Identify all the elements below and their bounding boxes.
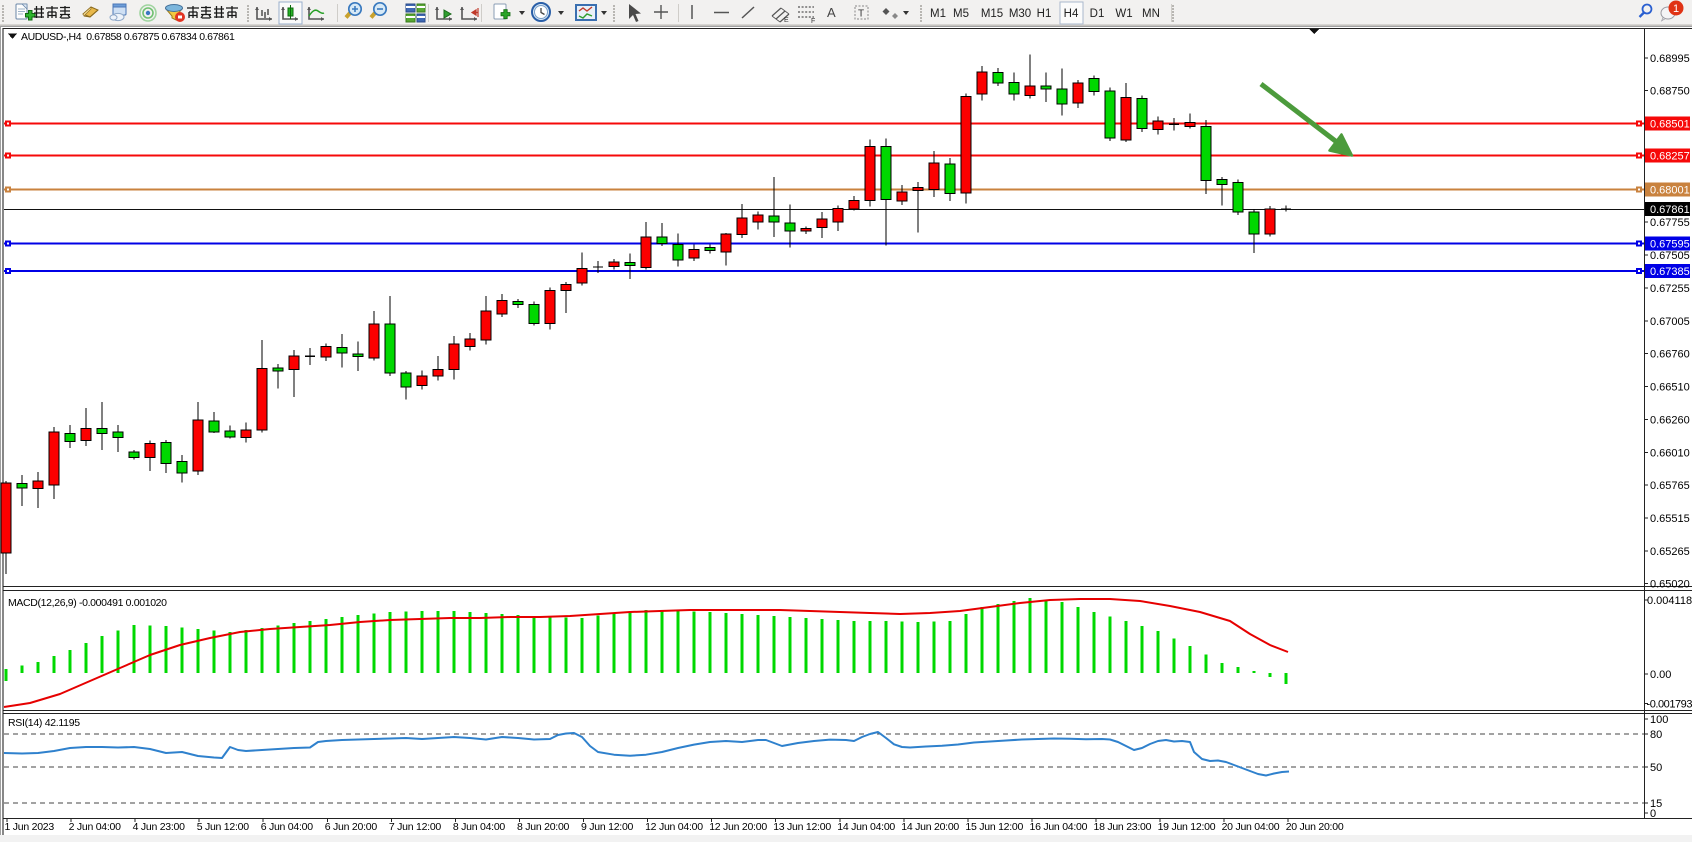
svg-text:0.65765: 0.65765 — [1650, 480, 1690, 492]
svg-text:H1: H1 — [1037, 8, 1052, 20]
svg-text:1 Jun 2023: 1 Jun 2023 — [5, 821, 55, 833]
svg-text:1: 1 — [1673, 3, 1679, 15]
svg-text:15 Jun 12:00: 15 Jun 12:00 — [965, 821, 1023, 833]
svg-text:M5: M5 — [953, 8, 969, 20]
svg-text:W1: W1 — [1115, 8, 1132, 20]
svg-text:8 Jun 04:00: 8 Jun 04:00 — [453, 821, 506, 833]
svg-text:H4: H4 — [1064, 8, 1079, 20]
svg-text:0.67861: 0.67861 — [1650, 204, 1690, 216]
svg-text:MN: MN — [1142, 8, 1160, 20]
svg-text:2 Jun 04:00: 2 Jun 04:00 — [69, 821, 122, 833]
svg-text:0.66010: 0.66010 — [1650, 448, 1690, 460]
svg-text:9 Jun 12:00: 9 Jun 12:00 — [581, 821, 634, 833]
svg-text:0.004118: 0.004118 — [1647, 595, 1692, 607]
svg-text:20 Jun 20:00: 20 Jun 20:00 — [1286, 821, 1344, 833]
svg-text:14 Jun 20:00: 14 Jun 20:00 — [901, 821, 959, 833]
svg-text:0.66760: 0.66760 — [1650, 349, 1690, 361]
svg-text:50: 50 — [1650, 762, 1662, 774]
svg-text:0.68501: 0.68501 — [1650, 119, 1690, 131]
svg-text:0.68995: 0.68995 — [1650, 53, 1690, 65]
svg-text:0.68257: 0.68257 — [1650, 151, 1690, 163]
svg-text:D1: D1 — [1090, 8, 1105, 20]
svg-text:6 Jun 04:00: 6 Jun 04:00 — [261, 821, 314, 833]
svg-text:14 Jun 04:00: 14 Jun 04:00 — [837, 821, 895, 833]
svg-text:5 Jun 12:00: 5 Jun 12:00 — [197, 821, 250, 833]
svg-text:0.67255: 0.67255 — [1650, 283, 1690, 295]
svg-text:0.67005: 0.67005 — [1650, 316, 1690, 328]
svg-text:F: F — [811, 18, 815, 25]
svg-text:0: 0 — [1650, 808, 1656, 820]
svg-text:80: 80 — [1650, 729, 1662, 741]
svg-text:20 Jun 04:00: 20 Jun 04:00 — [1222, 821, 1280, 833]
svg-text:12 Jun 04:00: 12 Jun 04:00 — [645, 821, 703, 833]
svg-text:15: 15 — [1650, 798, 1662, 810]
svg-text:0.65265: 0.65265 — [1650, 546, 1690, 558]
svg-text:0.67505: 0.67505 — [1650, 250, 1690, 262]
svg-text:M15: M15 — [981, 8, 1003, 20]
svg-text:7 Jun 12:00: 7 Jun 12:00 — [389, 821, 442, 833]
svg-text:AUDUSD-,H4 0.67858 0.67875 0.: AUDUSD-,H4 0.67858 0.67875 0.67834 0.678… — [21, 31, 235, 43]
svg-text:16 Jun 04:00: 16 Jun 04:00 — [1030, 821, 1088, 833]
svg-text:8 Jun 20:00: 8 Jun 20:00 — [517, 821, 570, 833]
svg-text:13 Jun 12:00: 13 Jun 12:00 — [773, 821, 831, 833]
svg-text:19 Jun 12:00: 19 Jun 12:00 — [1158, 821, 1216, 833]
svg-text:0.68001: 0.68001 — [1650, 185, 1690, 197]
svg-text:-0.001793: -0.001793 — [1647, 699, 1692, 711]
svg-text:4 Jun 23:00: 4 Jun 23:00 — [133, 821, 186, 833]
svg-text:0.67755: 0.67755 — [1650, 217, 1690, 229]
svg-text:0.68750: 0.68750 — [1650, 86, 1690, 98]
svg-text:12 Jun 20:00: 12 Jun 20:00 — [709, 821, 767, 833]
svg-text:T: T — [858, 9, 864, 20]
svg-text:0.67595: 0.67595 — [1650, 239, 1690, 251]
svg-text:100: 100 — [1650, 714, 1668, 726]
svg-text:0.65515: 0.65515 — [1650, 513, 1690, 525]
svg-text:MACD(12,26,9) -0.000491 0.0010: MACD(12,26,9) -0.000491 0.001020 — [8, 597, 167, 609]
svg-text:0.00: 0.00 — [1650, 669, 1671, 681]
svg-text:0.66260: 0.66260 — [1650, 415, 1690, 427]
svg-text:E: E — [784, 17, 789, 24]
svg-text:6 Jun 20:00: 6 Jun 20:00 — [325, 821, 378, 833]
svg-text:M1: M1 — [930, 8, 946, 20]
svg-text:0.65020: 0.65020 — [1650, 579, 1690, 591]
svg-text:0.66510: 0.66510 — [1650, 382, 1690, 394]
svg-text:RSI(14) 42.1195: RSI(14) 42.1195 — [8, 717, 80, 729]
svg-text:A: A — [827, 5, 836, 20]
svg-text:18 Jun 23:00: 18 Jun 23:00 — [1094, 821, 1152, 833]
svg-text:M30: M30 — [1009, 8, 1031, 20]
svg-text:0.67385: 0.67385 — [1650, 266, 1690, 278]
